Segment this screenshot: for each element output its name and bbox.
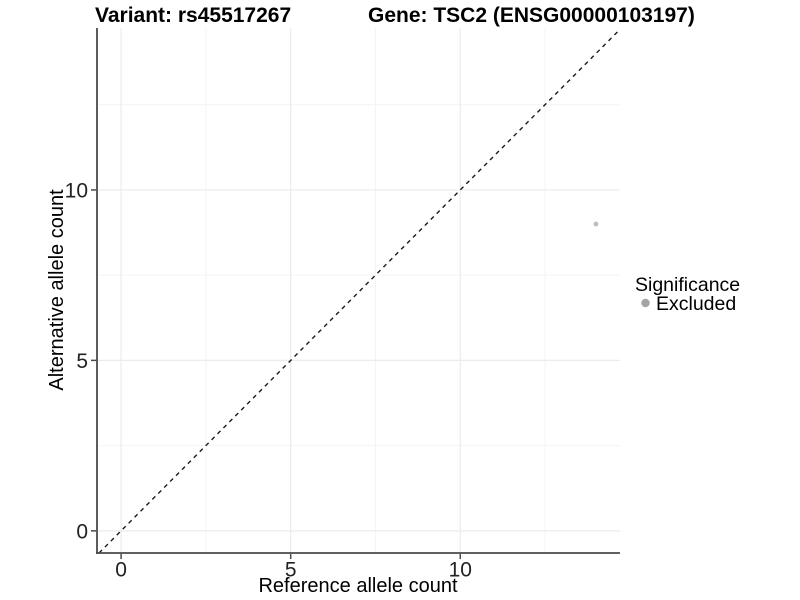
data-point bbox=[593, 221, 599, 227]
axis-lines bbox=[96, 28, 620, 554]
x-tick-label: 10 bbox=[449, 559, 472, 582]
y-tick-labels: 0 5 10 bbox=[65, 179, 88, 543]
gridlines-major bbox=[97, 28, 620, 553]
x-axis-title: Reference allele count bbox=[258, 575, 457, 597]
plot-title-gene: Gene: TSC2 (ENSG00000103197) bbox=[368, 4, 695, 27]
gridlines-minor bbox=[97, 28, 620, 553]
x-tick-labels: 0 5 10 bbox=[115, 559, 472, 582]
identity-line bbox=[98, 28, 621, 554]
y-axis-title: Alternative allele count bbox=[46, 189, 68, 391]
legend-key-point-icon bbox=[641, 298, 650, 308]
tick-marks bbox=[91, 189, 462, 559]
x-tick-label: 0 bbox=[115, 559, 127, 582]
x-tick-label: 5 bbox=[285, 559, 297, 582]
data-points bbox=[593, 221, 599, 227]
legend-title: Significance bbox=[635, 274, 740, 296]
y-tick-label: 5 bbox=[76, 350, 88, 373]
plot-title-variant: Variant: rs45517267 bbox=[95, 4, 291, 27]
y-tick-label: 10 bbox=[65, 179, 88, 202]
y-tick-label: 0 bbox=[76, 520, 88, 543]
legend-entry-label: Excluded bbox=[656, 293, 736, 315]
legend: Significance Excluded bbox=[635, 274, 740, 315]
